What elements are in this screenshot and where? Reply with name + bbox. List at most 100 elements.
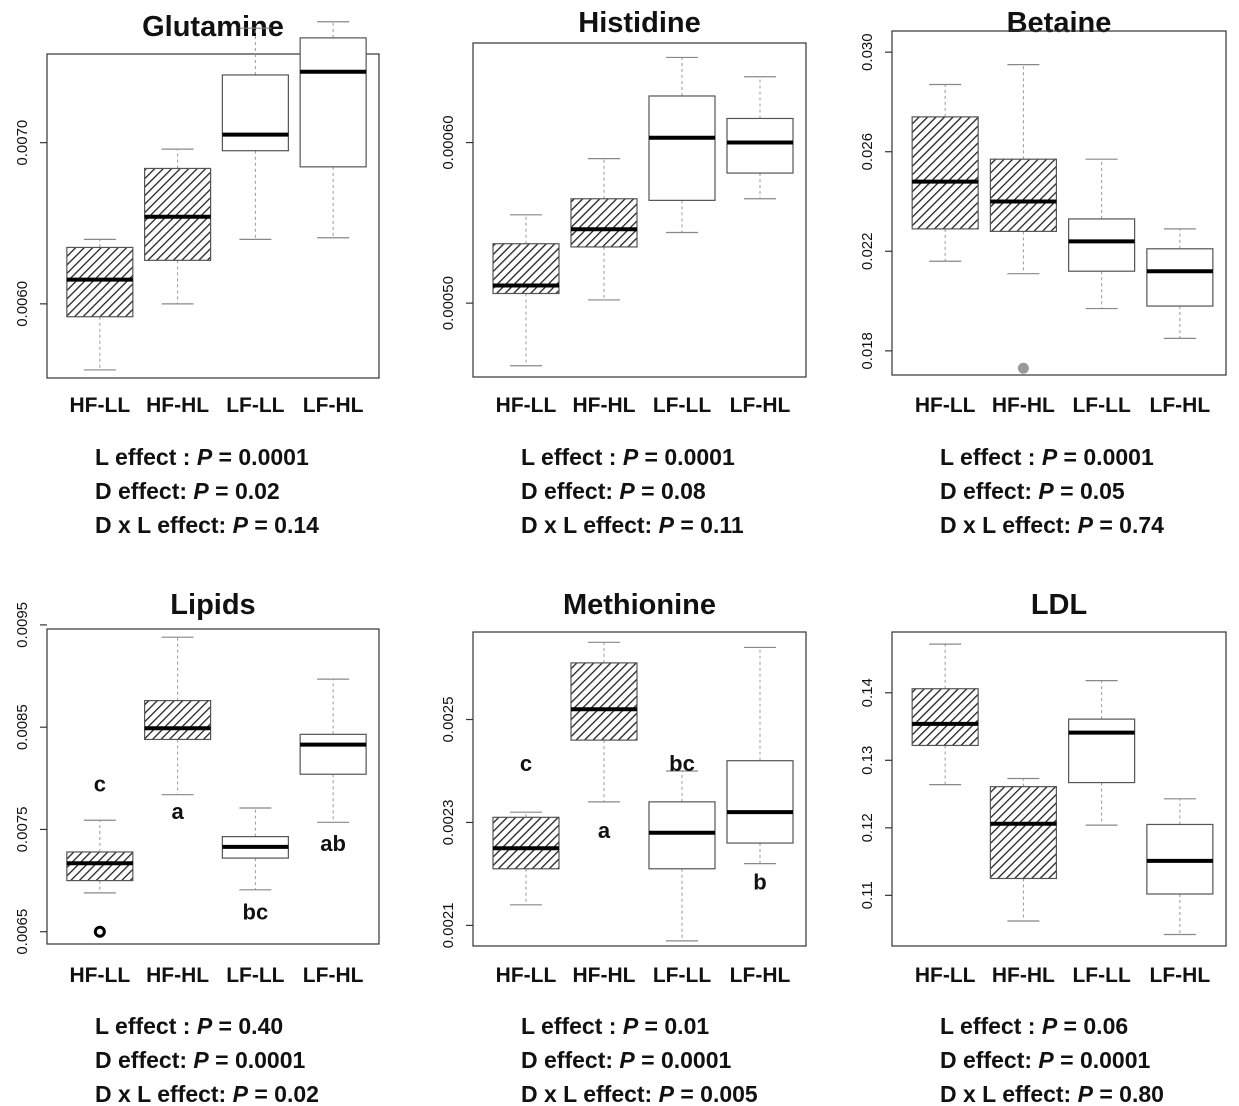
- box-lf-ll: [648, 770, 716, 942]
- x-category-label: HF-HL: [992, 964, 1055, 987]
- x-category-label: LF-LL: [226, 394, 284, 417]
- significance-letter: b: [753, 869, 766, 894]
- box-lf-ll: [1068, 158, 1136, 310]
- x-category-label: LF-HL: [730, 964, 791, 987]
- box-lf-ll: [1068, 680, 1136, 826]
- box-hf-ll: [911, 83, 979, 262]
- x-category-label: LF-LL: [1072, 964, 1130, 987]
- stat-line: L effect : P = 0.40: [95, 1013, 283, 1039]
- panel-methionine: Methionine 0.0021 0.0023 0.0025 c a bc b HF-LL HF…: [440, 589, 807, 1106]
- box-iqr: [144, 699, 212, 741]
- plot-frame: [891, 30, 1227, 376]
- x-category-label: LF-LL: [653, 964, 711, 987]
- box-iqr: [1146, 248, 1214, 307]
- y-tick-label: 0.0021: [440, 902, 457, 948]
- x-category-label: HF-LL: [496, 394, 557, 417]
- box-iqr: [911, 116, 979, 230]
- panel-title: Histidine: [578, 7, 700, 39]
- panel-title: LDL: [1031, 589, 1087, 621]
- x-category-label: HF-LL: [915, 964, 976, 987]
- y-tick-label: 0.00060: [440, 115, 457, 169]
- outlier-point: [93, 925, 106, 938]
- box-iqr: [1068, 218, 1136, 272]
- stat-line: D x L effect: P = 0.11: [521, 512, 744, 538]
- stat-line: D effect: P = 0.0001: [940, 1047, 1151, 1073]
- x-category-label: LF-HL: [1150, 964, 1211, 987]
- box-lf-ll: [221, 27, 289, 240]
- y-tick-label: 0.12: [859, 813, 876, 842]
- y-tick-label: 0.0025: [440, 697, 457, 743]
- y-tick-label: 0.14: [859, 678, 876, 707]
- box-lf-hl: [726, 646, 794, 865]
- box-iqr: [648, 95, 716, 201]
- y-tick-label: 0.022: [859, 233, 876, 271]
- stat-line: D x L effect: P = 0.02: [95, 1081, 319, 1106]
- box-lf-ll: [221, 807, 289, 891]
- panel-glutamine: Glutamine 0.0060 0.0070 HF-LL HF-HL LF-LL LF-H…: [14, 11, 380, 538]
- box-hf-ll: [492, 811, 560, 906]
- y-tick-label: 0.026: [859, 133, 876, 171]
- box-lf-hl: [1146, 798, 1214, 936]
- box-iqr: [570, 198, 638, 248]
- significance-letter: a: [598, 818, 611, 843]
- box-iqr: [570, 662, 638, 741]
- y-tick-label: 0.030: [859, 33, 876, 71]
- box-iqr: [726, 760, 794, 844]
- stat-line: L effect : P = 0.0001: [95, 444, 309, 470]
- stat-line: D x L effect: P = 0.74: [940, 512, 1164, 538]
- y-tick-label: 0.0070: [14, 120, 31, 166]
- stat-line: D effect: P = 0.0001: [521, 1047, 732, 1073]
- significance-letter: a: [171, 799, 184, 824]
- box-hf-hl: [989, 777, 1057, 922]
- x-category-label: HF-HL: [146, 394, 209, 417]
- box-iqr: [1068, 718, 1136, 784]
- x-category-label: HF-LL: [915, 394, 976, 417]
- y-tick-label: 0.0023: [440, 800, 457, 846]
- box-iqr: [989, 786, 1057, 880]
- y-tick-label: 0.0060: [14, 281, 31, 327]
- box-lf-hl: [299, 21, 367, 239]
- panel-ldl: LDL 0.11 0.12 0.13 0.14 HF-LL HF-HL LF-LL LF-HL L…: [859, 589, 1227, 1106]
- significance-letter: bc: [243, 899, 269, 924]
- y-tick-label: 0.00050: [440, 276, 457, 330]
- y-tick-label: 0.0085: [14, 704, 31, 750]
- panel-title: Glutamine: [142, 11, 284, 43]
- box-hf-hl: [144, 636, 212, 796]
- stat-line: D x L effect: P = 0.80: [940, 1081, 1164, 1106]
- box-iqr: [648, 801, 716, 870]
- stat-line: D effect: P = 0.05: [940, 478, 1125, 504]
- box-iqr: [989, 158, 1057, 232]
- x-category-label: LF-LL: [1072, 394, 1130, 417]
- x-category-label: LF-HL: [730, 394, 791, 417]
- significance-letter: ab: [320, 831, 346, 856]
- panel-title: Betaine: [1007, 7, 1112, 39]
- box-iqr: [66, 246, 134, 318]
- plot-frame: [46, 53, 380, 379]
- x-category-label: LF-LL: [226, 964, 284, 987]
- box-hf-ll: [66, 819, 134, 894]
- stat-line: D x L effect: P = 0.005: [521, 1081, 758, 1106]
- box-hf-ll: [66, 238, 134, 371]
- stat-line: L effect : P = 0.01: [521, 1013, 709, 1039]
- box-lf-hl: [726, 76, 794, 200]
- x-category-label: HF-HL: [573, 964, 636, 987]
- x-category-label: LF-LL: [653, 394, 711, 417]
- box-iqr: [299, 733, 367, 775]
- y-tick-label: 0.0075: [14, 807, 31, 853]
- box-hf-ll: [911, 643, 979, 786]
- box-iqr: [66, 851, 134, 882]
- box-hf-hl: [570, 158, 638, 301]
- y-tick-label: 0.018: [859, 332, 876, 370]
- box-iqr: [492, 816, 560, 870]
- y-tick-label: 0.11: [859, 881, 876, 909]
- box-iqr: [726, 117, 794, 174]
- panel-lipids: Lipids 0.0065 0.0075 0.0085 0.0095 c a bc ab HF-L…: [14, 589, 380, 1106]
- stat-line: L effect : P = 0.06: [940, 1013, 1128, 1039]
- box-hf-hl: [570, 641, 638, 803]
- plot-frame: [891, 631, 1227, 947]
- box-hf-hl: [144, 148, 212, 305]
- x-category-label: HF-LL: [70, 394, 131, 417]
- stat-line: L effect : P = 0.0001: [521, 444, 735, 470]
- y-tick-label: 0.0095: [14, 602, 31, 648]
